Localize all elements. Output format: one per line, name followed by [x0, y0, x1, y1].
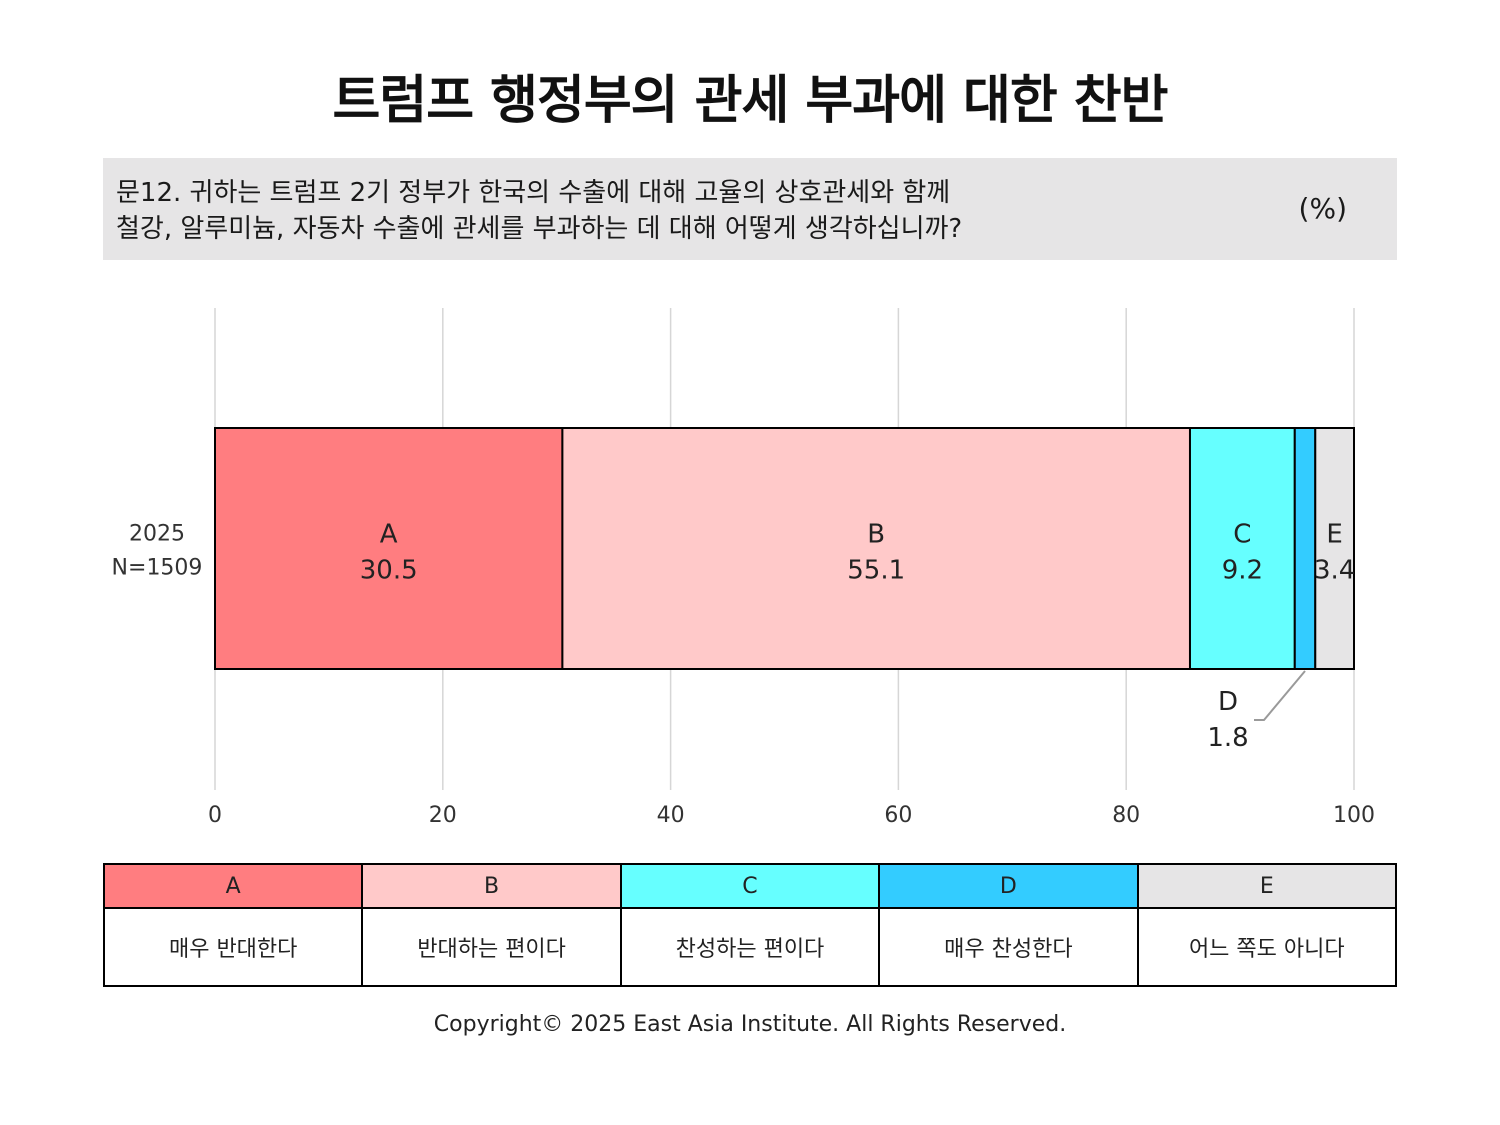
legend-description-E: 어느 쪽도 아니다 — [1136, 907, 1398, 987]
legend-key-B: B — [361, 863, 622, 909]
question-line-2: 철강, 알루미늄, 자동차 수출에 관세를 부과하는 데 대해 어떻게 생각하십… — [116, 214, 963, 244]
legend-description-B: 반대하는 편이다 — [361, 907, 622, 987]
segment-value-label-A: 30.5 — [360, 556, 418, 586]
bar-segment-D — [1293, 427, 1317, 670]
segment-key-label-C: C — [1233, 520, 1251, 550]
bar-segment-E — [1314, 427, 1356, 670]
category-label-line-1: 2025 — [129, 522, 185, 547]
bar-segment-A — [214, 427, 564, 670]
segment-value-label-B: 55.1 — [847, 556, 905, 586]
legend-key-A: A — [102, 863, 364, 909]
legend-description-D: 매우 찬성한다 — [878, 907, 1139, 987]
legend-key-E: E — [1136, 863, 1398, 909]
stacked-bar-chart: 0 20 40 60 80 100 2025 N=1509 A 30.5 B 55.1 C 9.2 D 1.8… — [112, 308, 1375, 828]
legend-description-A: 매우 반대한다 — [102, 907, 364, 987]
segment-key-label-E: E — [1326, 520, 1342, 550]
question-box: 문12. 귀하는 트럼프 2기 정부가 한국의 수출에 대해 고율의 상호관세와… — [103, 158, 1397, 260]
segment-key-label-B: B — [867, 520, 885, 550]
x-tick-label-20: 20 — [429, 803, 457, 828]
chart-title: 트럼프 행정부의 관세 부과에 대한 찬반 — [332, 71, 1169, 131]
x-tick-label-80: 80 — [1112, 803, 1140, 828]
legend-key-C: C — [619, 863, 881, 909]
x-tick-label-0: 0 — [208, 803, 222, 828]
legend-description-row: 매우 반대한다 반대하는 편이다 찬성하는 편이다 매우 찬성한다 어느 쪽도 아니다 — [102, 907, 1398, 987]
category-label-line-2: N=1509 — [112, 556, 203, 581]
x-tick-label-60: 60 — [884, 803, 912, 828]
callout-line-D — [1254, 670, 1306, 721]
segment-key-label-D: D — [1218, 687, 1238, 717]
legend-description-C: 찬성하는 편이다 — [619, 907, 881, 987]
segment-value-label-D: 1.8 — [1207, 723, 1248, 753]
copyright-text: Copyright© 2025 East Asia Institute. All… — [433, 1012, 1067, 1037]
segment-key-label-A: A — [380, 520, 398, 550]
legend-key-D: D — [878, 863, 1139, 909]
x-tick-label-40: 40 — [657, 803, 685, 828]
x-tick-label-100: 100 — [1333, 803, 1375, 828]
segment-value-label-C: 9.2 — [1222, 556, 1263, 586]
unit-label: (%) — [1298, 192, 1347, 225]
question-line-1: 문12. 귀하는 트럼프 2기 정부가 한국의 수출에 대해 고율의 상호관세와… — [116, 178, 951, 208]
segment-value-label-E: 3.4 — [1314, 556, 1355, 586]
question-text: 문12. 귀하는 트럼프 2기 정부가 한국의 수출에 대해 고율의 상호관세와… — [116, 175, 962, 247]
